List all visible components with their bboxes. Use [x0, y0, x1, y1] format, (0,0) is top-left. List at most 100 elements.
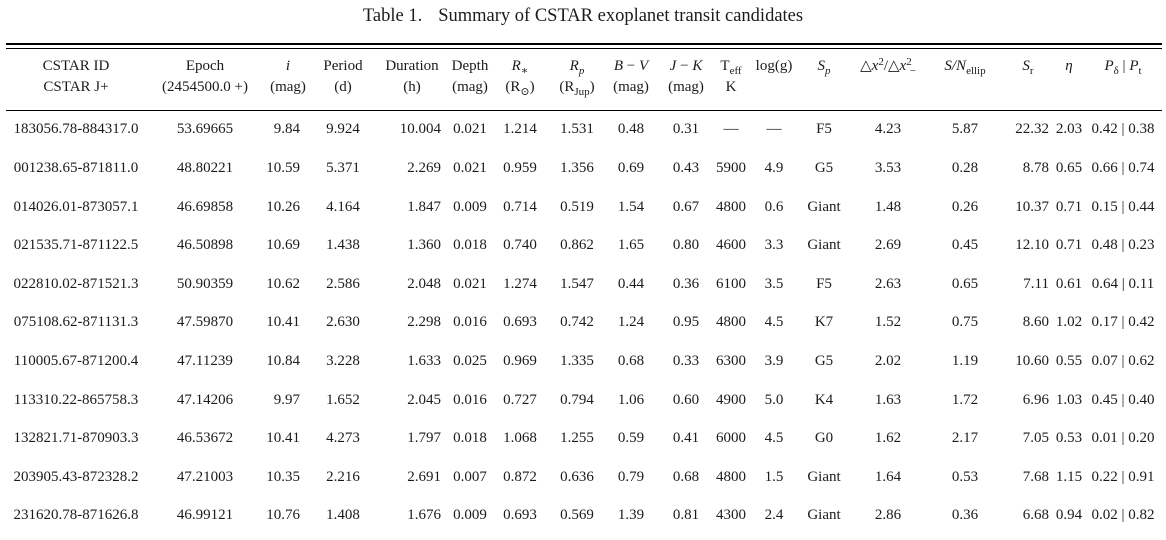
table-cell-chi2-ratio: 4.23: [874, 121, 902, 138]
table-cell-chi2-ratio: 1.52: [874, 314, 902, 331]
table-cell-epoch: 48.80221: [176, 159, 234, 176]
table-cell-t-eff: 4800: [716, 468, 746, 485]
table-cell-eta: 0.71: [1055, 237, 1083, 254]
col-header-j-minus-k: J − K (mag): [658, 48, 714, 111]
table-cell-r-star: 0.693: [503, 314, 537, 331]
table-cell-log-g: 1.5: [764, 468, 784, 485]
col-header-line1: Rp: [569, 57, 585, 77]
table-cell-log-g: 3.3: [764, 237, 784, 254]
col-header-chi2-ratio: △x2/△x2−: [848, 48, 928, 111]
table-cell-eta: 2.03: [1055, 121, 1083, 138]
table-cell-period: 3.228: [326, 352, 360, 369]
table-cell-eta: 1.02: [1055, 314, 1083, 331]
table-cell-j-minus-k: 0.33: [672, 352, 700, 369]
table-cell-p-delta-p-t: 0.64 | 0.11: [1091, 275, 1155, 292]
table-cell-i-mag: 10.76: [266, 507, 300, 524]
table-cell-p-delta-p-t: 0.17 | 0.42: [1091, 314, 1155, 331]
table-cell-t-eff: —: [723, 121, 739, 138]
table-cell-s-r: 10.37: [1015, 198, 1049, 215]
table-cell-t-eff: 6100: [716, 275, 746, 292]
col-header-line1: S/Nellip: [944, 57, 986, 77]
table-cell-r-planet: 1.255: [560, 430, 594, 447]
table-cell-log-g: 4.5: [764, 314, 784, 331]
table-cell-sn-ellip: 5.87: [951, 121, 979, 138]
table-cell-j-minus-k: 0.36: [672, 275, 700, 292]
table-cell-cstar-id: 231620.78-871626.8: [13, 507, 139, 524]
table-cell-eta: 0.55: [1055, 352, 1083, 369]
table-cell-epoch: 46.50898: [176, 237, 234, 254]
table-cell-b-minus-v: 1.39: [617, 507, 645, 524]
table-cell-log-g: 5.0: [764, 391, 784, 408]
table-cell-r-planet: 0.636: [560, 468, 594, 485]
table-cell-p-delta-p-t: 0.45 | 0.40: [1091, 391, 1155, 408]
table-cell-chi2-ratio: 1.64: [874, 468, 902, 485]
table-cell-s-r: 7.11: [1023, 275, 1049, 292]
table-cell-spectral-type: Giant: [807, 198, 841, 215]
table-cell-r-planet: 0.519: [560, 198, 594, 215]
table-cell-r-planet: 0.794: [560, 391, 594, 408]
table-cell-chi2-ratio: 1.48: [874, 198, 902, 215]
table-cell-cstar-id: 183056.78-884317.0: [13, 121, 139, 138]
table-cell-cstar-id: 132821.71-870903.3: [13, 430, 139, 447]
table-cell-epoch: 46.69858: [176, 198, 234, 215]
table-cell-period: 2.216: [326, 468, 360, 485]
table-cell-sn-ellip: 0.26: [951, 198, 979, 215]
table-cell-chi2-ratio: 1.62: [874, 430, 902, 447]
col-header-r-planet: Rp (RJup): [550, 48, 604, 111]
col-header-line2: CSTAR J+: [43, 78, 109, 95]
table-cell-log-g: 4.9: [764, 159, 784, 176]
table-cell-s-r: 10.60: [1015, 352, 1049, 369]
table-cell-log-g: 3.5: [764, 275, 784, 292]
table-cell-spectral-type: G0: [814, 430, 834, 447]
col-header-line2: K: [725, 78, 737, 95]
table-cell-r-planet: 0.569: [560, 507, 594, 524]
table-cell-i-mag: 9.97: [273, 391, 300, 408]
table-row: 231620.78-871626.8 46.99121 10.76 1.408 1.67…: [6, 497, 1162, 536]
table-cell-period: 4.164: [326, 198, 360, 215]
col-header-line2: (RJup): [559, 78, 595, 98]
table-cell-p-delta-p-t: 0.07 | 0.62: [1091, 352, 1155, 369]
col-header-t-eff: Teff K: [714, 48, 748, 111]
table-cell-s-r: 6.68: [1022, 507, 1049, 524]
table-cell-t-eff: 4900: [716, 391, 746, 408]
table-cell-s-r: 6.96: [1022, 391, 1049, 408]
col-header-line2: (h): [403, 78, 421, 95]
col-header-line1: B − V: [613, 57, 649, 74]
table-cell-duration: 2.298: [407, 314, 441, 331]
table-cell-spectral-type: Giant: [807, 237, 841, 254]
table-cell-spectral-type: F5: [816, 121, 832, 138]
table-cell-r-planet: 1.531: [560, 121, 594, 138]
table-cell-i-mag: 9.84: [273, 121, 300, 138]
table-cell-eta: 1.03: [1055, 391, 1083, 408]
table-cell-r-planet: 0.742: [560, 314, 594, 331]
table-row: 203905.43-872328.2 47.21003 10.35 2.216 2.69…: [6, 458, 1162, 497]
table-cell-cstar-id: 014026.01-873057.1: [13, 198, 139, 215]
table-cell-epoch: 46.99121: [176, 507, 234, 524]
table-cell-chi2-ratio: 3.53: [874, 159, 902, 176]
table-cell-eta: 0.94: [1055, 507, 1083, 524]
table-cell-p-delta-p-t: 0.01 | 0.20: [1091, 430, 1155, 447]
table-cell-duration: 1.676: [407, 507, 441, 524]
table-cell-sn-ellip: 2.17: [951, 430, 979, 447]
table-cell-p-delta-p-t: 0.15 | 0.44: [1091, 198, 1155, 215]
table-cell-b-minus-v: 1.24: [617, 314, 645, 331]
col-header-r-star: R∗ (R⊙): [490, 48, 550, 111]
table-cell-p-delta-p-t: 0.48 | 0.23: [1091, 237, 1155, 254]
table-cell-b-minus-v: 0.68: [617, 352, 645, 369]
table-cell-eta: 0.61: [1055, 275, 1083, 292]
table-cell-duration: 10.004: [399, 121, 441, 138]
table-cell-r-star: 1.068: [503, 430, 537, 447]
table-cell-sn-ellip: 1.72: [951, 391, 979, 408]
col-header-line2: (mag): [668, 78, 704, 95]
table-cell-spectral-type: K4: [814, 391, 834, 408]
col-header-i-mag: i (mag): [264, 48, 312, 111]
table-cell-eta: 1.15: [1055, 468, 1083, 485]
table-caption-label: Table 1.: [362, 6, 423, 26]
table-cell-chi2-ratio: 2.86: [874, 507, 902, 524]
table-cell-spectral-type: G5: [814, 352, 834, 369]
col-header-line1: △x2/△x2−: [860, 55, 916, 77]
col-header-line1: R∗: [511, 57, 529, 77]
table-cell-period: 1.438: [326, 237, 360, 254]
col-header-log-g: log(g): [748, 48, 800, 111]
table-cell-depth: 0.021: [453, 121, 487, 138]
